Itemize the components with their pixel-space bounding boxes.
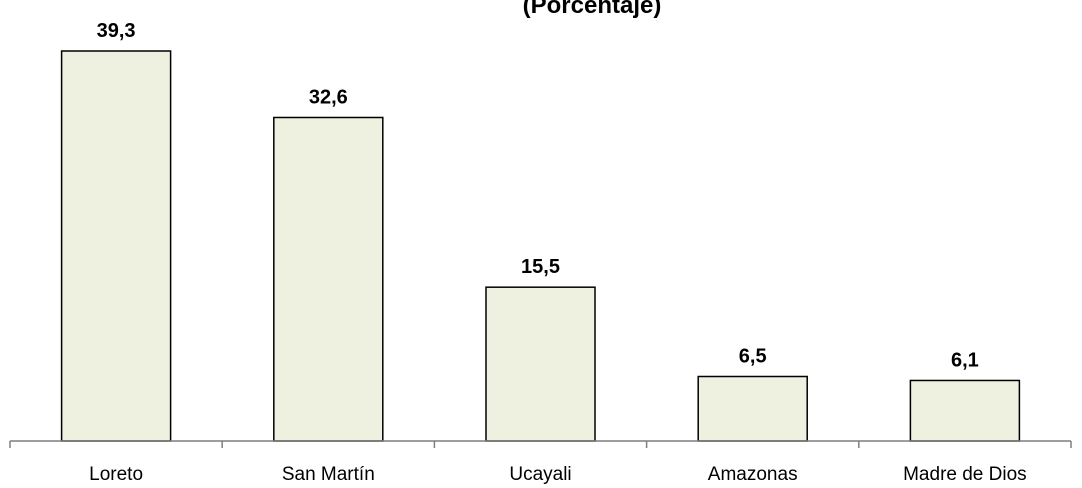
bar-value-label: 15,5 — [521, 256, 560, 278]
category-label: San Martín — [282, 464, 375, 485]
category-label-group: Loreto San Martín Ucayali Amazonas Madre de … — [89, 464, 1027, 485]
bar-ucayali — [485, 286, 596, 442]
category-label: Madre de Dios — [903, 464, 1027, 485]
bar-value-label: 6,5 — [739, 345, 767, 367]
category-label: Amazonas — [708, 464, 798, 485]
bar-value-label: 6,1 — [951, 349, 979, 371]
bar-group — [60, 50, 1021, 442]
category-label: Ucayali — [509, 464, 571, 485]
bar-san-martin — [273, 116, 384, 442]
bar-value-label: 39,3 — [97, 20, 136, 42]
bar-amazonas — [697, 375, 808, 442]
bar-value-label: 32,6 — [309, 86, 348, 108]
category-label: Loreto — [89, 464, 143, 485]
bar-madre-de-dios — [909, 379, 1021, 442]
bar-loreto — [60, 50, 172, 442]
x-axis — [9, 440, 1072, 448]
value-label-group: 39,3 32,6 15,5 6,5 6,1 — [97, 20, 979, 371]
